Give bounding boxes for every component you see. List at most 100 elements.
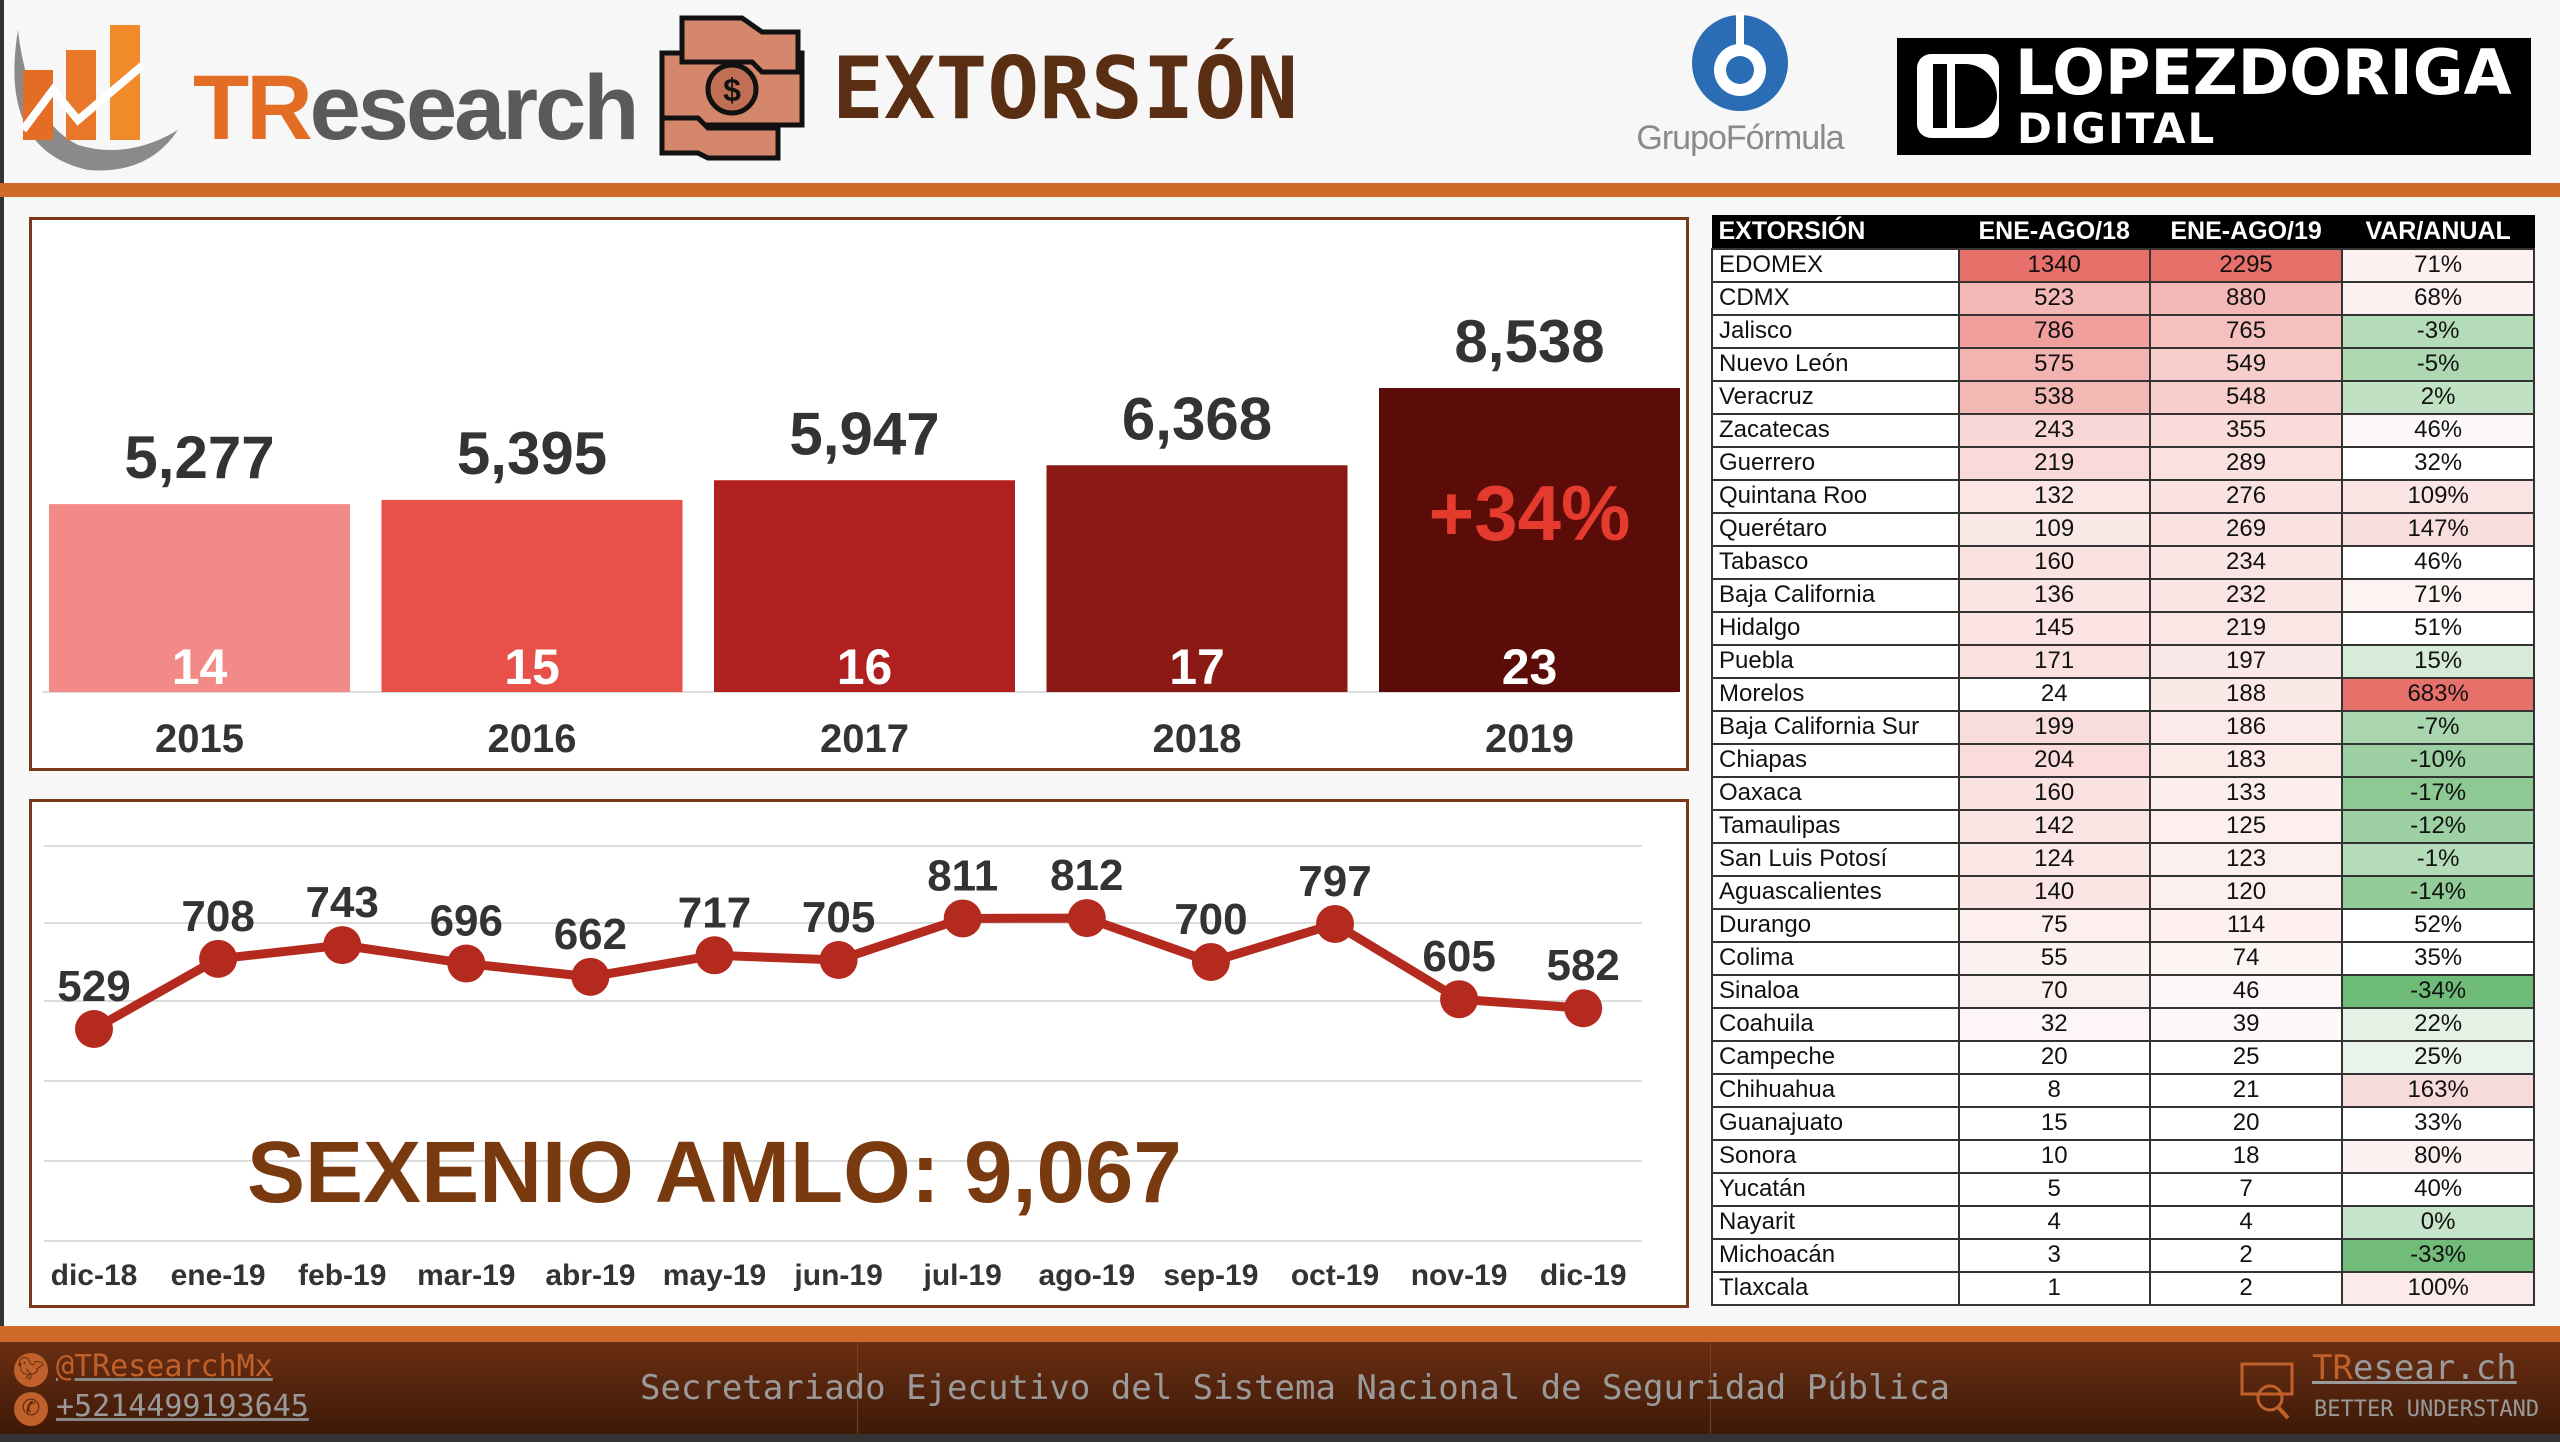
whatsapp-icon: ✆ [14,1392,48,1426]
value-2018-cell: 171 [1957,643,2151,679]
footer-divider [0,1326,2560,1342]
grupo-formula-wordmark: GrupoFórmula [1636,119,1844,157]
annual-bar-chart-panel: 5,277 14 2015 5,395 15 2016 5,947 16 2017 6,368 17… [29,217,1689,771]
table-row: Veracruz 538 548 2% [1711,379,2535,415]
tresearch-website-link[interactable]: TResear.ch [2312,1348,2517,1388]
state-cell: Chihuahua [1711,1072,1960,1108]
value-2019-cell: 39 [2148,1006,2344,1042]
value-2019-cell: 21 [2148,1072,2344,1108]
phone-link[interactable]: +5214499193645 [56,1389,309,1424]
state-cell: Sinaloa [1711,973,1960,1009]
var-cell: 163% [2341,1072,2535,1108]
bar-value-label: 5,947 [789,400,939,467]
month-tick-label: dic-19 [1540,1259,1627,1292]
month-tick-label: oct-19 [1291,1259,1379,1292]
data-point-dic-18 [75,1010,113,1048]
var-cell: 71% [2341,577,2535,613]
table-row: CDMX 523 880 68% [1711,280,2535,316]
table-row: Chihuahua 8 21 163% [1711,1072,2535,1108]
var-cell: 147% [2341,511,2535,547]
var-cell: 46% [2341,544,2535,580]
footer-separator [1710,1342,1711,1434]
value-2018-cell: 4 [1957,1204,2151,1240]
data-point-dic-19 [1564,989,1603,1028]
year-tick-label: 2015 [155,717,244,761]
value-2019-cell: 232 [2148,577,2344,613]
data-point-nov-19 [1440,980,1479,1019]
var-cell: -17% [2341,775,2535,811]
state-cell: Baja California [1711,577,1960,613]
bar-value-label: 5,277 [124,424,274,491]
point-value-label: 700 [1174,895,1247,944]
grupo-formula-emblem-icon [1692,12,1788,111]
growth-annotation: +34% [1429,469,1631,557]
value-2018-cell: 786 [1957,313,2151,349]
var-cell: 2% [2341,379,2535,415]
value-2018-cell: 1 [1957,1270,2151,1306]
year-tick-label: 2018 [1153,717,1242,761]
state-cell: Chiapas [1711,742,1960,778]
value-2018-cell: 1340 [1957,247,2151,283]
state-cell: Nuevo León [1711,346,1960,382]
bar-value-label: 5,395 [457,420,607,487]
bar-value-label: 8,538 [1454,308,1604,375]
value-2019-cell: 2 [2148,1270,2344,1306]
value-2018-cell: 142 [1957,808,2151,844]
table-row: Sinaloa 70 46 -34% [1711,973,2535,1009]
brand-rest: esear.ch [2352,1348,2517,1388]
value-2018-cell: 538 [1957,379,2151,415]
tresearch-logo: TResearch [8,10,639,180]
state-cell: Coahuila [1711,1006,1960,1042]
state-cell: Morelos [1711,676,1960,712]
lopezdoriga-line1: LOPEZDORIGA [2015,38,2512,109]
data-point-jun-19 [819,941,858,980]
var-cell: 100% [2341,1270,2535,1306]
table-row: San Luis Potosí 124 123 -1% [1711,841,2535,877]
footer-separator [857,1342,858,1434]
monthly-line-chart: 529 dic-18 708 ene-19 743 feb-19 696 mar-19 662 a… [44,845,1642,1292]
bar-2018 [1046,465,1348,692]
month-tick-label: may-19 [663,1259,766,1292]
month-tick-label: ene-19 [171,1259,266,1292]
table-row: Tlaxcala 1 2 100% [1711,1270,2535,1306]
data-point-mar-19 [447,944,486,983]
var-cell: 109% [2341,478,2535,514]
state-cell: Yucatán [1711,1171,1960,1207]
lopezdoriga-line2: DIGITAL [2017,104,2217,153]
value-2019-cell: 120 [2148,874,2344,910]
annual-bar-chart: 5,277 14 2015 5,395 15 2016 5,947 16 2017 6,368 17… [42,308,1680,761]
state-cell: Aguascalientes [1711,874,1960,910]
state-cell: Tamaulipas [1711,808,1960,844]
month-tick-label: mar-19 [417,1259,515,1292]
twitter-handle-link[interactable]: @TResearchMx [56,1349,273,1384]
var-cell: 32% [2341,445,2535,481]
value-2019-cell: 2295 [2148,247,2344,283]
state-cell: Baja California Sur [1711,709,1960,745]
value-2019-cell: 125 [2148,808,2344,844]
var-cell: -5% [2341,346,2535,382]
web-search-icon [2240,1360,2300,1420]
point-value-label: 696 [430,897,503,946]
state-cell: Puebla [1711,643,1960,679]
month-tick-label: jun-19 [793,1259,882,1292]
bar-2017 [714,480,1015,692]
value-2019-cell: 880 [2148,280,2344,316]
var-cell: -34% [2341,973,2535,1009]
state-cell: Tlaxcala [1711,1270,1960,1306]
value-2019-cell: 4 [2148,1204,2344,1240]
value-2019-cell: 74 [2148,940,2344,976]
point-value-label: 529 [57,962,130,1011]
value-2019-cell: 219 [2148,610,2344,646]
data-point-jul-19 [943,899,982,938]
value-2019-cell: 7 [2148,1171,2344,1207]
value-2018-cell: 24 [1957,676,2151,712]
state-cell: Guanajuato [1711,1105,1960,1141]
table-row: Tabasco 160 234 46% [1711,544,2535,580]
var-cell: -12% [2341,808,2535,844]
table-row: Puebla 171 197 15% [1711,643,2535,679]
table-row: Campeche 20 25 25% [1711,1039,2535,1075]
brand-prefix: TR [2312,1348,2353,1388]
value-2018-cell: 140 [1957,874,2151,910]
point-value-label: 743 [305,878,378,927]
left-edge [0,0,4,1442]
